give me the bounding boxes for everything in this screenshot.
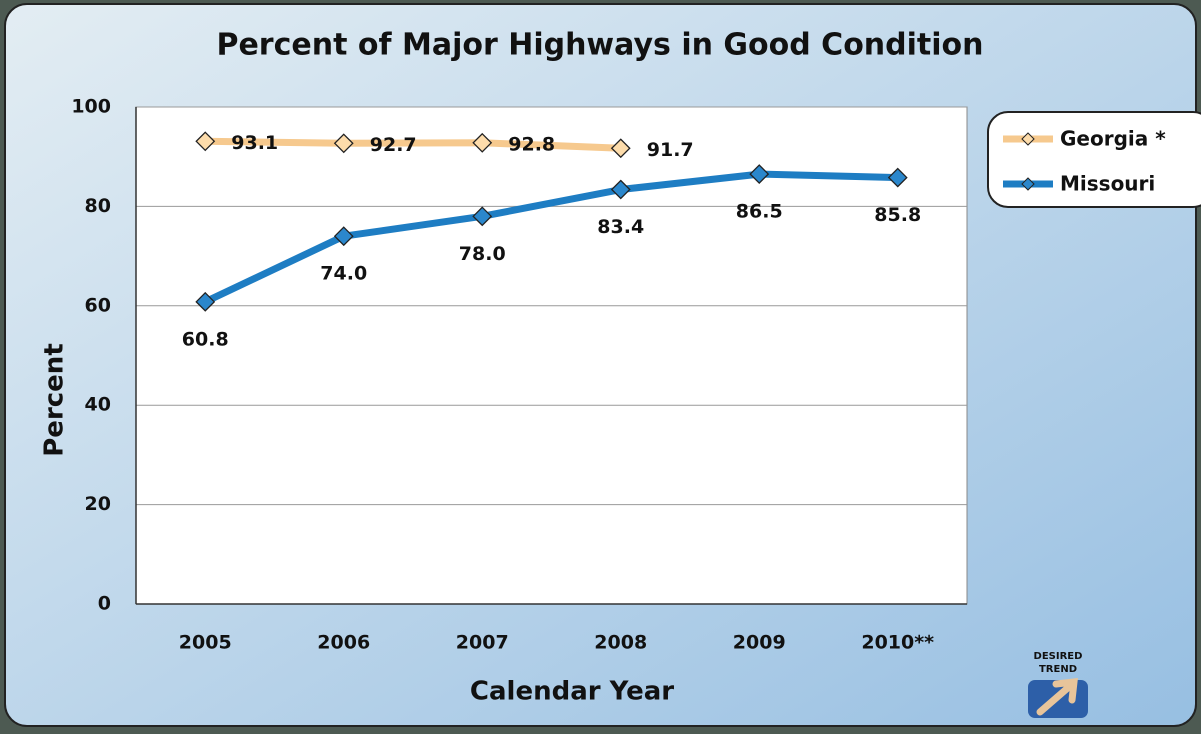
data-label: 92.7 [370,134,417,156]
marker [749,164,770,185]
series-line [203,170,898,305]
y-tick-label: 20 [85,493,111,515]
x-tick-label: 2006 [317,632,370,654]
marker [333,133,354,154]
legend-label: Missouri [1060,172,1155,196]
y-axis-label: Percent [40,343,70,457]
marker [195,291,216,312]
data-label: 91.7 [647,139,694,161]
y-tick-label: 40 [85,394,111,416]
data-label: 78.0 [459,243,506,265]
legend-marker [1021,177,1035,191]
y-tick-label: 0 [98,593,111,615]
data-label: 93.1 [231,132,278,154]
x-tick-label: 2008 [594,632,647,654]
y-tick-label: 100 [71,96,111,118]
marker [610,138,631,159]
marker [195,131,216,152]
trend-label: DESIRED [1034,651,1083,662]
legend-marker [1021,132,1035,146]
series-line [205,137,621,152]
marker [333,226,354,247]
x-tick-label: 2009 [733,632,786,654]
x-tick-label: 2005 [179,632,232,654]
trend-icon [1028,678,1088,718]
data-label: 60.8 [182,328,229,350]
x-tick-label: 2010** [861,632,934,654]
marker [472,132,493,153]
y-tick-label: 60 [85,294,111,316]
data-label: 74.0 [320,263,367,285]
y-tick-label: 80 [85,195,111,217]
data-label: 85.8 [874,204,921,226]
marker [472,206,493,227]
trend-label: TREND [1039,664,1077,675]
x-tick-label: 2007 [456,632,509,654]
plot-area [135,106,968,605]
data-label: 86.5 [736,201,783,223]
data-label: 92.8 [508,133,555,155]
legend-label: Georgia * [1060,127,1166,151]
chart-title: Percent of Major Highways in Good Condit… [216,28,983,63]
marker [610,179,631,200]
marker [887,167,908,188]
data-label: 83.4 [597,216,644,238]
x-axis-label: Calendar Year [470,677,674,707]
